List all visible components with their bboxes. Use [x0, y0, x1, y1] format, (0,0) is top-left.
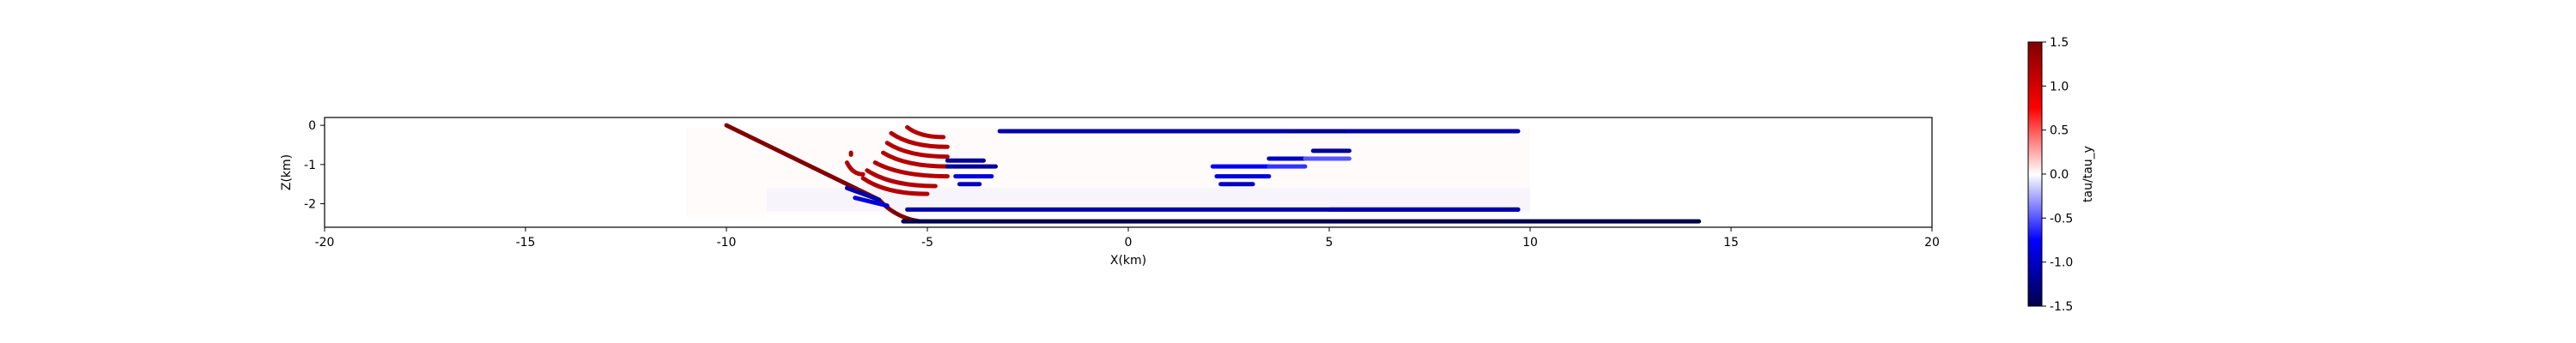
data-series-layer: [724, 123, 1702, 224]
data-segment-13: [844, 160, 866, 177]
faint-background-bands: [686, 127, 1530, 216]
colorbar-tick-label: 0.5: [2050, 124, 2069, 138]
x-axis-ticks: -20 -15 -10 -5 0 5 10 15 20: [315, 227, 1940, 250]
data-segment-8: [884, 141, 950, 159]
x-tick-label: 0: [1125, 236, 1133, 250]
colorbar-ticks: 1.5 1.0 0.5 0.0 -0.5 -1.0 -1.5: [2042, 36, 2073, 314]
data-segment-7: [889, 130, 950, 149]
x-tick-label: -5: [921, 236, 933, 250]
data-segment-6: [905, 124, 946, 140]
data-segment-11: [865, 168, 938, 189]
colorbar-tick-label: 1.5: [2050, 36, 2069, 50]
y-tick-label: 0: [308, 119, 316, 133]
colorbar: [2027, 41, 2043, 307]
data-segment-10: [872, 160, 950, 179]
data-segment-9: [881, 150, 950, 169]
x-tick-label: 15: [1723, 236, 1739, 250]
x-tick-label: -20: [315, 236, 335, 250]
y-axis-label: Z(km): [280, 154, 294, 190]
x-tick-label: 5: [1326, 236, 1334, 250]
x-tick-label: -10: [717, 236, 737, 250]
x-tick-label: 10: [1522, 236, 1538, 250]
colorbar-tick-label: -0.5: [2050, 212, 2073, 226]
colorbar-tick-label: -1.5: [2050, 300, 2073, 314]
faint-band-0: [686, 127, 1530, 216]
x-axis-label: X(km): [1110, 254, 1146, 268]
x-tick-label: -15: [516, 236, 536, 250]
data-segment-12: [860, 176, 930, 196]
data-segment-4: [844, 185, 882, 202]
colorbar-tick-label: 1.0: [2050, 80, 2069, 93]
y-axis-ticks: 0 -1 -2: [304, 119, 325, 212]
y-tick-label: -1: [304, 159, 316, 172]
y-tick-label: -2: [304, 198, 316, 212]
colorbar-label: tau/tau_y: [2081, 146, 2095, 202]
data-segment-5: [853, 196, 890, 208]
colorbar-tick-label: -1.0: [2050, 256, 2073, 270]
x-tick-label: 20: [1924, 236, 1940, 250]
colorbar-tick-label: 0.0: [2050, 168, 2069, 182]
